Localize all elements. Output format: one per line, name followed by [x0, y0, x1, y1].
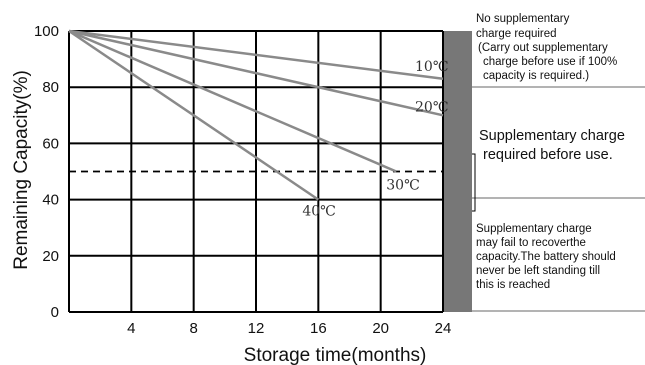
series-line: [68, 29, 444, 117]
note-no-charge: No supplementary charge required (Carry …: [476, 13, 620, 82]
note-recovery-fail-line-2: may fail to recoverthe: [476, 237, 586, 249]
series-line: [68, 29, 444, 81]
note-charge-required: Supplementary charge required before use…: [479, 128, 629, 163]
x-tick-label: 24: [435, 320, 452, 337]
note-no-charge-line-3: (Carry out supplementary: [478, 42, 608, 54]
note-recovery-fail: Supplementary charge may fail to recover…: [476, 223, 619, 291]
y-tick-label: 60: [42, 135, 59, 152]
note-recovery-fail-line-4: never be left standing till: [476, 265, 600, 277]
x-tick-label: 20: [372, 320, 389, 337]
note-recovery-fail-line-1: Supplementary charge: [476, 223, 592, 235]
note-charge-required-line-1: Supplementary charge: [479, 128, 625, 144]
x-tick-label: 12: [248, 320, 265, 337]
series-line: [68, 29, 397, 173]
note-no-charge-line-4: charge before use if 100%: [483, 56, 617, 68]
note-no-charge-line-5: capacity is required.): [483, 70, 589, 82]
y-tick-label: 100: [34, 23, 59, 40]
grid: [68, 30, 444, 313]
note-no-charge-line-1: No supplementary: [476, 13, 570, 25]
bracket: [472, 153, 476, 212]
zone-divider-lines: [472, 86, 645, 312]
note-charge-required-line-2: required before use.: [483, 147, 613, 163]
series-group: [68, 29, 444, 201]
y-tick-label: 40: [42, 192, 59, 209]
y-tick-label: 20: [42, 248, 59, 265]
x-tick-label: 16: [310, 320, 327, 337]
storage-limit-bar: [444, 31, 472, 312]
y-axis-title: Remaining Capacity(%): [11, 70, 32, 270]
x-tick-label: 8: [189, 320, 197, 337]
series-label: 30℃: [386, 178, 419, 194]
series-labels: 10℃ 20℃ 30℃ 40℃: [302, 59, 448, 220]
series-line: [68, 29, 320, 201]
series-label: 40℃: [302, 204, 335, 220]
note-recovery-fail-line-5: this is reached: [476, 279, 550, 291]
y-tick-label: 0: [51, 304, 59, 321]
note-recovery-fail-line-3: capacity.The battery should: [476, 251, 616, 263]
y-tick-label: 80: [42, 79, 59, 96]
note-no-charge-line-2: charge required: [476, 28, 557, 40]
tick-labels: 4 8 12 16 20 24 0 20 40 60 80 100: [34, 23, 451, 337]
series-label: 10℃: [415, 59, 448, 75]
x-tick-label: 4: [127, 320, 135, 337]
series-label: 20℃: [415, 99, 448, 115]
x-axis-title: Storage time(months): [244, 345, 427, 365]
